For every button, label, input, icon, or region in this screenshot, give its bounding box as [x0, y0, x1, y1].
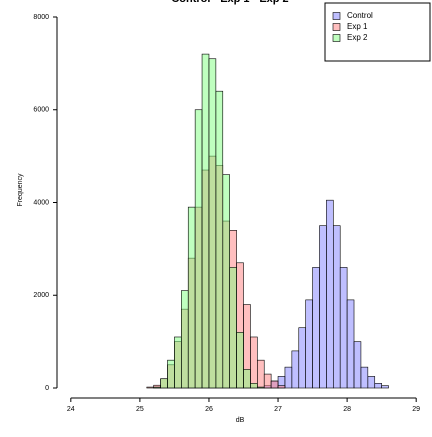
legend-label: Exp 2	[347, 33, 368, 42]
bar	[194, 109, 203, 389]
bar	[174, 336, 182, 389]
bar	[250, 336, 258, 389]
bar	[167, 359, 175, 389]
bar	[332, 225, 341, 389]
bar	[277, 385, 286, 389]
y-tick-label: 6000	[33, 107, 49, 114]
bar	[257, 359, 265, 389]
legend-box	[324, 2, 431, 62]
x-tick-label: 24	[67, 406, 75, 413]
bar	[229, 267, 237, 389]
bar	[326, 199, 334, 389]
chart-title: Control - Exp 1 - Exp 2	[171, 0, 288, 5]
legend-swatch	[332, 34, 341, 42]
bar	[346, 299, 355, 389]
y-tick-label: 0	[45, 385, 49, 392]
bar	[284, 366, 293, 389]
bar	[153, 386, 161, 389]
y-axis-label: Frequency	[17, 173, 24, 207]
bar	[222, 174, 230, 389]
legend-label: Exp 1	[347, 22, 368, 31]
legend-swatch	[332, 12, 341, 20]
x-tick-label: 26	[205, 406, 213, 413]
x-tick-label: 25	[136, 406, 144, 413]
bar	[146, 386, 155, 389]
bar	[367, 376, 376, 389]
y-tick-label: 4000	[33, 199, 49, 206]
bar	[160, 378, 168, 389]
legend-label: Control	[347, 11, 373, 20]
x-axis-label: dB	[236, 417, 245, 424]
bar	[187, 206, 196, 389]
x-tick-label: 28	[343, 406, 351, 413]
bar	[215, 90, 224, 389]
bar	[236, 332, 244, 389]
bar	[250, 383, 258, 389]
bar	[181, 290, 189, 389]
bar	[270, 380, 279, 389]
bar	[339, 267, 348, 389]
bar	[360, 366, 369, 389]
bar	[208, 58, 217, 389]
bar	[201, 53, 210, 389]
bar	[319, 225, 327, 389]
bar	[312, 267, 320, 389]
x-tick-label: 29	[412, 406, 420, 413]
bar	[305, 299, 313, 389]
bar	[381, 385, 389, 389]
bar	[374, 383, 382, 389]
y-tick-label: 8000	[33, 14, 49, 21]
bar	[353, 341, 362, 389]
x-tick-label: 27	[274, 406, 282, 413]
y-tick-label: 2000	[33, 292, 49, 299]
bar	[291, 350, 300, 389]
legend-swatch	[332, 23, 341, 31]
bar	[243, 369, 251, 389]
bar	[257, 386, 265, 389]
bar	[298, 327, 306, 389]
bar	[263, 373, 272, 389]
